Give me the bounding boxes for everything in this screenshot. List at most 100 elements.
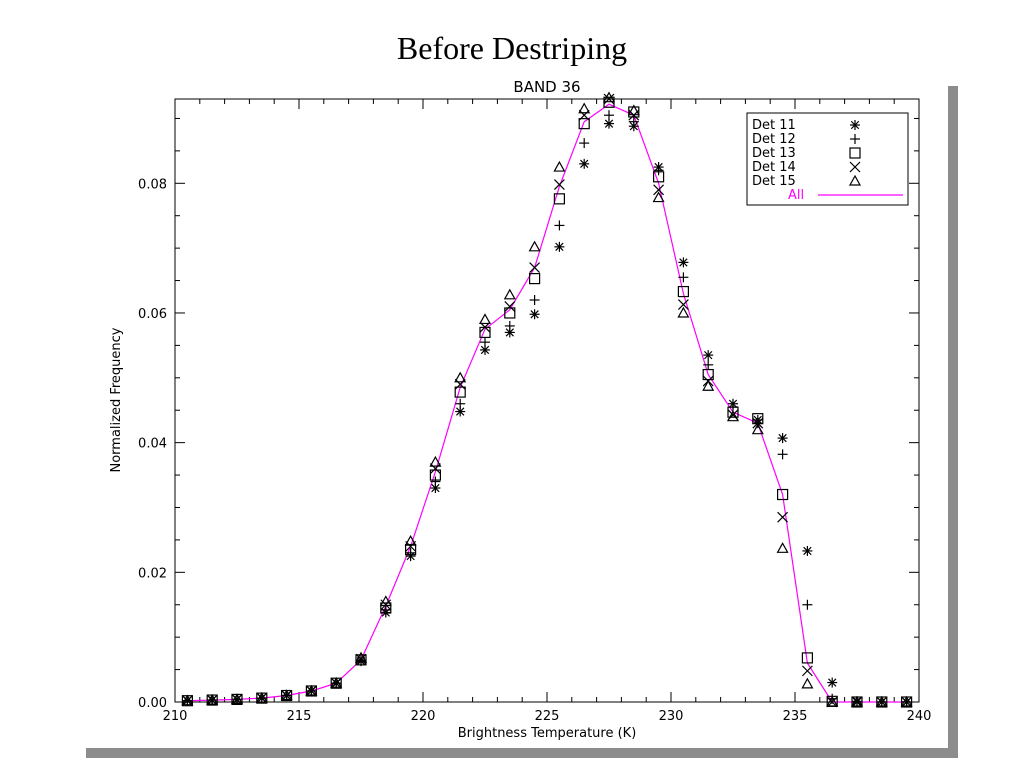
data-point-det-12	[703, 359, 714, 370]
data-point-det-11	[529, 309, 540, 320]
y-axis-title: Normalized Frequency	[109, 327, 124, 472]
data-point-det-15	[578, 102, 591, 114]
data-point-det-13	[380, 602, 392, 614]
data-point-det-14	[578, 109, 590, 121]
data-point-det-14	[901, 696, 913, 708]
data-point-det-14	[851, 696, 863, 708]
axis-tick-labels: 210 215 220 225 230 235 240 0.00 0.02 0.04 0.06 0.0…	[138, 177, 931, 724]
data-point-det-14	[330, 677, 342, 689]
series-det-15	[181, 91, 913, 707]
data-point-det-13	[528, 273, 541, 285]
data-point-det-14	[752, 417, 764, 429]
data-point-det-14	[305, 685, 317, 697]
legend-label-det-12: Det 12	[752, 132, 796, 147]
data-point-det-15	[379, 595, 392, 607]
data-point-det-13	[553, 193, 566, 205]
legend-label-det-11: Det 11	[752, 118, 796, 133]
data-point-det-15	[404, 534, 417, 546]
x-tick-label: 220	[411, 709, 436, 724]
data-point-det-11	[554, 241, 565, 252]
series-det-11	[182, 118, 912, 707]
data-point-det-11	[827, 677, 838, 688]
legend-marker-det-11	[850, 120, 860, 130]
data-point-det-12	[653, 165, 664, 176]
data-point-det-13	[652, 171, 665, 183]
data-point-det-12	[504, 320, 515, 331]
data-point-det-15	[255, 691, 268, 703]
legend-marker-det-15	[848, 174, 862, 186]
data-point-det-12	[405, 547, 416, 558]
data-point-det-14	[876, 696, 888, 708]
data-point-det-15	[702, 379, 715, 391]
y-tick-label: 0.00	[138, 696, 167, 711]
data-point-det-15	[900, 695, 913, 707]
slide-title: Before Destriping	[396, 30, 628, 66]
data-point-det-13	[504, 307, 516, 319]
data-point-det-13	[677, 285, 690, 298]
data-point-det-13	[429, 469, 441, 481]
data-point-det-12	[579, 138, 590, 149]
y-tick-label: 0.02	[138, 566, 167, 581]
data-point-det-15	[726, 410, 740, 422]
data-point-det-14	[454, 378, 466, 390]
chart-title: BAND 36	[513, 78, 580, 96]
data-point-det-13	[628, 106, 640, 118]
series-layer	[181, 91, 913, 708]
data-point-det-14	[653, 184, 665, 196]
data-point-det-11	[703, 350, 714, 361]
legend-label-det-14: Det 14	[752, 160, 796, 175]
data-point-det-13	[801, 652, 814, 664]
data-point-det-15	[553, 160, 566, 172]
data-point-det-15	[230, 693, 244, 705]
data-point-det-13	[727, 406, 739, 418]
data-point-det-11	[777, 433, 788, 444]
series-det-13	[181, 96, 913, 708]
x-axis-title: Brightness Temperature (K)	[458, 726, 637, 741]
frame-shadow-right	[948, 86, 958, 758]
data-point-det-15	[677, 306, 690, 318]
data-point-det-14	[677, 299, 689, 310]
data-point-det-15	[602, 91, 616, 103]
data-point-det-12	[529, 295, 540, 305]
x-tick-label: 230	[659, 709, 684, 724]
data-point-det-14	[504, 301, 516, 312]
x-tick-label: 210	[163, 709, 188, 724]
legend-label-det-15: Det 15	[752, 174, 796, 189]
axis-ticks	[174, 99, 920, 703]
data-point-det-12	[480, 337, 490, 348]
legend-box	[746, 112, 909, 206]
data-point-det-15	[875, 695, 888, 707]
data-point-det-14	[429, 463, 441, 475]
data-point-det-15	[478, 313, 492, 325]
data-point-det-13	[355, 654, 367, 666]
data-point-det-14	[181, 695, 193, 707]
data-point-det-14	[777, 511, 789, 523]
data-point-det-15	[305, 684, 318, 696]
data-point-det-12	[777, 449, 788, 460]
data-point-det-12	[430, 476, 441, 487]
data-point-det-12	[628, 116, 639, 127]
data-point-det-14	[529, 262, 541, 274]
y-tick-label: 0.04	[138, 437, 167, 452]
data-point-det-14	[553, 179, 565, 191]
x-tick-label: 215	[287, 709, 312, 724]
data-point-det-15	[429, 455, 442, 467]
x-tick-label: 240	[907, 709, 932, 724]
data-point-det-13	[776, 488, 789, 501]
x-tick-label: 225	[535, 709, 560, 724]
data-point-det-14	[206, 694, 218, 706]
data-point-det-14	[826, 696, 838, 708]
data-point-det-15	[503, 288, 516, 300]
data-point-det-15	[528, 240, 541, 252]
data-point-det-11	[579, 158, 590, 169]
data-point-det-15	[280, 689, 293, 701]
data-point-det-13	[702, 368, 714, 381]
data-point-det-13	[454, 386, 466, 398]
frame-shadow-bottom	[86, 748, 958, 758]
data-point-det-15	[751, 423, 764, 435]
legend-marker-det-13	[849, 147, 861, 159]
y-tick-label: 0.08	[138, 177, 167, 192]
data-point-det-15	[801, 677, 814, 689]
